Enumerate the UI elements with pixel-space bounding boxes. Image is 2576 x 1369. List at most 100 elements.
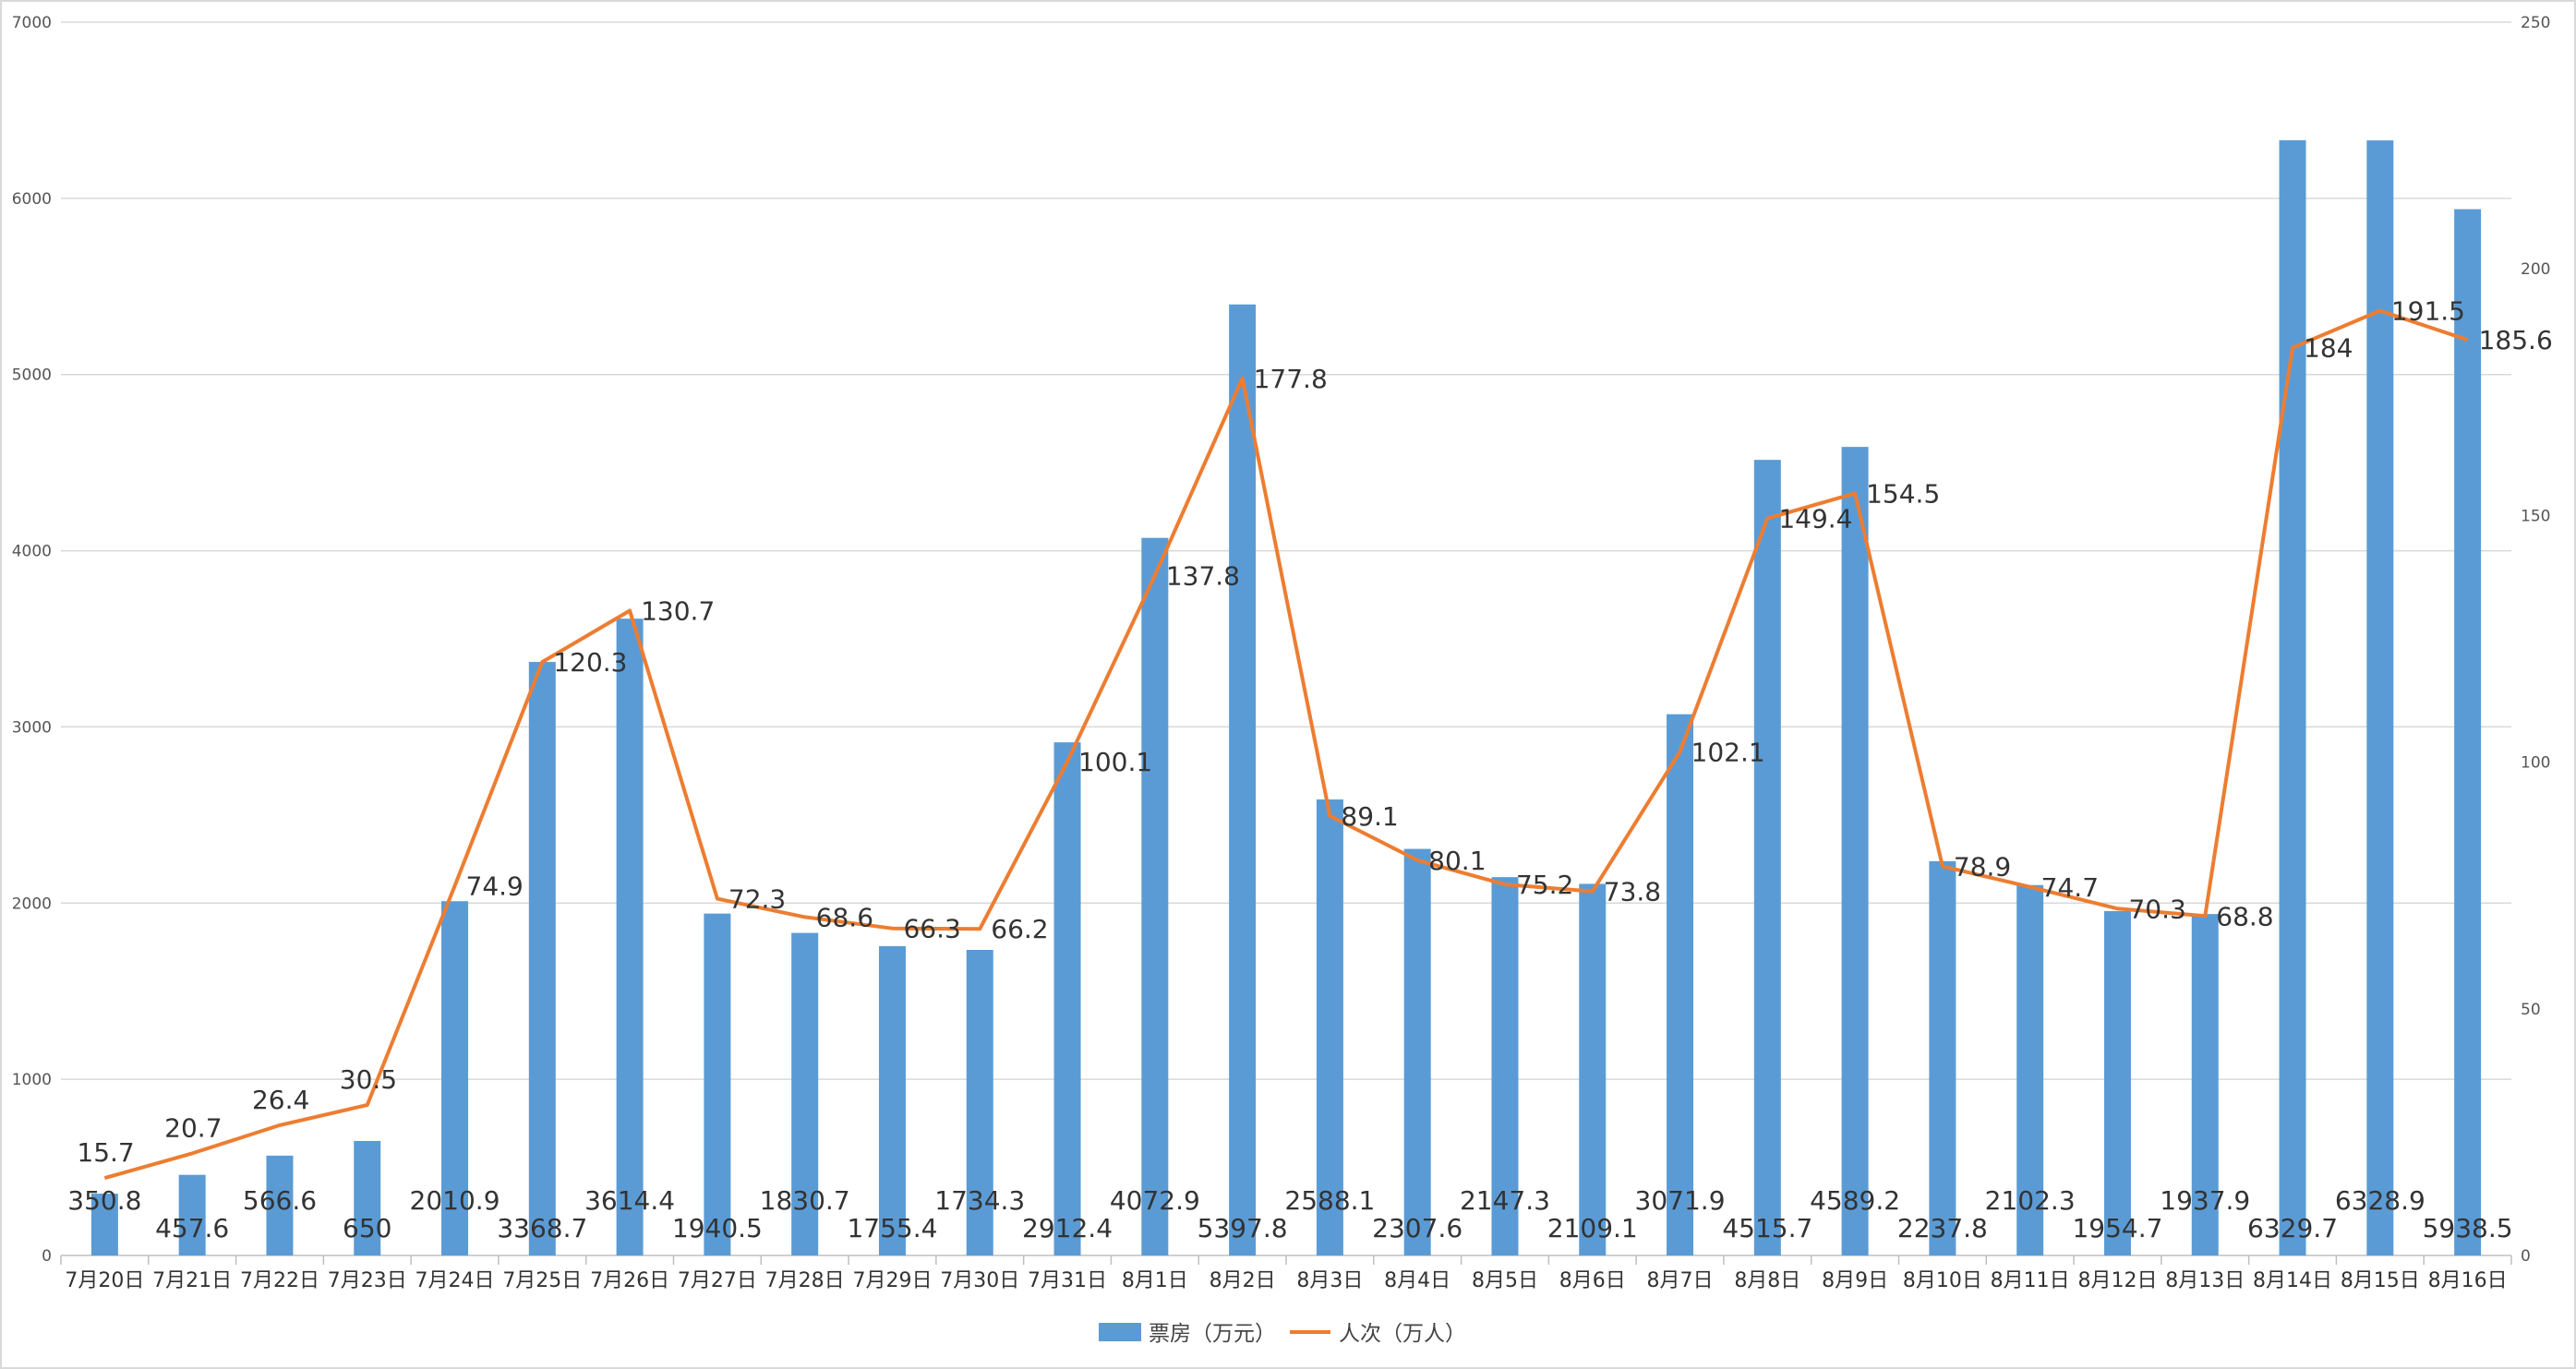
bar (1229, 304, 1257, 1256)
bar (1053, 742, 1081, 1255)
legend-label-line: 人次（万人） (1339, 1322, 1466, 1346)
bar-data-label: 2010.9 (410, 1185, 500, 1216)
category-label: 8月2日 (1210, 1269, 1276, 1292)
bar (878, 945, 906, 1255)
line-data-label: 191.5 (2391, 296, 2465, 327)
bar-data-label: 650 (343, 1213, 391, 1243)
right-axis-tick-label: 200 (2521, 260, 2550, 279)
line-series (103, 308, 2469, 1181)
bar-data-labels: 350.8 457.6 566.6 650 2010.93368.73614.41940… (67, 1185, 2512, 1243)
category-label: 7月29日 (852, 1269, 932, 1292)
line-data-label: 149.4 (1778, 504, 1852, 534)
bar (1753, 460, 1781, 1256)
category-label: 7月26日 (590, 1269, 669, 1292)
bar (2191, 914, 2219, 1255)
bar (616, 618, 644, 1255)
category-label: 7月27日 (678, 1269, 757, 1292)
left-axis-tick-label: 5000 (12, 366, 52, 385)
line-data-label: 154.5 (1866, 478, 1940, 509)
line-data-label: 89.1 (1341, 801, 1398, 832)
left-axis-tick-label: 4000 (12, 543, 52, 561)
category-label: 8月16日 (2428, 1269, 2508, 1292)
category-label: 8月13日 (2165, 1269, 2245, 1292)
left-axis-tick-label: 6000 (12, 190, 52, 209)
bar (2279, 139, 2306, 1256)
bar-data-label: 1940.5 (672, 1213, 763, 1243)
line-data-label: 80.1 (1428, 846, 1486, 876)
bar (266, 1155, 294, 1255)
right-axis-tick-label: 100 (2521, 754, 2550, 773)
line-data-label: 73.8 (1604, 877, 1661, 907)
bar (791, 932, 819, 1255)
bar-data-label: 2147.3 (1460, 1185, 1550, 1216)
category-label: 8月14日 (2253, 1269, 2332, 1292)
right-axis-tick-label: 150 (2521, 507, 2550, 525)
bar (1841, 447, 1869, 1255)
bar (1316, 799, 1343, 1255)
left-axis-tick-label: 7000 (12, 14, 52, 32)
bar-data-label: 6329.7 (2247, 1213, 2338, 1243)
category-label: 7月22日 (240, 1269, 319, 1292)
bar (1491, 877, 1519, 1255)
bar (2103, 910, 2131, 1255)
line-data-label: 120.3 (553, 647, 627, 678)
line-data-label: 184 (2304, 333, 2353, 364)
left-y-axis: 0 1000 2000 3000 4000 5000 6000 7000 (12, 14, 52, 1266)
category-label: 8月6日 (1559, 1269, 1626, 1292)
category-label: 7月28日 (765, 1269, 845, 1292)
bar-data-label: 2102.3 (1985, 1185, 2076, 1216)
bar-data-label: 566.6 (243, 1185, 317, 1216)
left-axis-tick-label: 1000 (12, 1071, 52, 1089)
right-axis-tick-label: 50 (2521, 1001, 2541, 1019)
bar (354, 1140, 381, 1255)
right-axis-tick-label: 0 (2521, 1247, 2531, 1266)
bar-data-label: 3368.7 (497, 1213, 587, 1243)
line-data-label: 66.3 (903, 914, 960, 944)
line-data-label: 66.2 (991, 914, 1048, 944)
bar-data-label: 1830.7 (760, 1185, 850, 1216)
category-label: 8月4日 (1384, 1269, 1451, 1292)
category-label: 7月31日 (1028, 1269, 1107, 1292)
line-data-label: 100.1 (1078, 747, 1152, 777)
bar (90, 1194, 118, 1255)
left-axis-tick-label: 0 (42, 1247, 52, 1266)
legend-swatch-bar (1099, 1323, 1141, 1341)
line-data-label: 20.7 (164, 1112, 222, 1143)
bar-data-label: 1755.4 (847, 1213, 937, 1243)
line-data-label: 68.8 (2216, 901, 2273, 931)
series-line (103, 308, 2469, 1181)
bar-data-label: 1954.7 (2072, 1213, 2162, 1243)
left-axis-tick-label: 2000 (12, 895, 52, 913)
category-label: 8月5日 (1472, 1269, 1538, 1292)
line-data-label: 130.7 (641, 596, 715, 627)
right-y-axis: 0 50 100 150 200 250 (2521, 14, 2550, 1266)
legend: 票房（万元） 人次（万人） (1099, 1322, 1466, 1346)
bar-data-label: 2237.8 (1897, 1213, 1988, 1243)
line-data-label: 137.8 (1166, 561, 1240, 592)
line-data-label: 185.6 (2479, 325, 2553, 355)
bar (704, 913, 731, 1255)
bar-data-label: 350.8 (67, 1185, 141, 1216)
line-data-label: 68.6 (816, 902, 873, 932)
bar (178, 1174, 206, 1255)
bar-data-label: 457.6 (155, 1213, 229, 1243)
bar-data-label: 4515.7 (1722, 1213, 1812, 1243)
line-data-label: 74.9 (466, 871, 524, 902)
gridlines (61, 21, 2511, 1256)
line-data-label: 70.3 (2128, 894, 2185, 924)
category-label: 8月10日 (1903, 1269, 1982, 1292)
line-data-label: 177.8 (1254, 364, 1328, 394)
bar (1579, 883, 1607, 1255)
bar-data-label: 2307.6 (1372, 1213, 1463, 1243)
category-label: 8月12日 (2077, 1269, 2157, 1292)
line-data-label: 15.7 (77, 1137, 134, 1168)
bar-data-label: 5397.8 (1198, 1213, 1288, 1243)
category-label: 8月15日 (2341, 1269, 2420, 1292)
bar-data-label: 1734.3 (934, 1185, 1025, 1216)
bar-data-label: 3614.4 (584, 1185, 675, 1216)
category-label: 7月30日 (940, 1269, 1019, 1292)
line-data-label: 75.2 (1516, 870, 1573, 900)
